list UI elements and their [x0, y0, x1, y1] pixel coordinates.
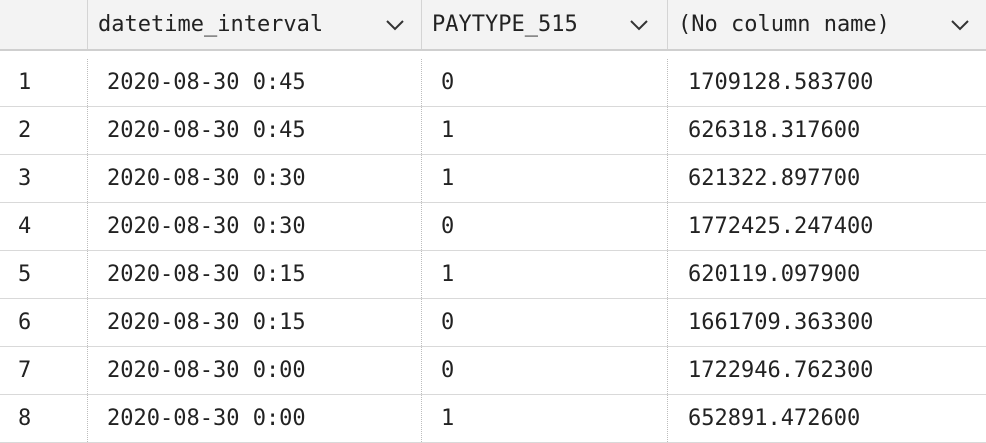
paytype-cell[interactable]: 1	[421, 251, 667, 298]
table-row[interactable]: 3 2020-08-30 0:30 1 621322.897700	[0, 155, 986, 203]
value-cell[interactable]: 626318.317600	[667, 107, 986, 154]
datetime-interval-cell[interactable]: 2020-08-30 0:30	[87, 203, 421, 250]
row-number-cell[interactable]: 3	[18, 166, 32, 191]
row-number-cell[interactable]: 2	[18, 118, 32, 143]
datetime-interval-cell[interactable]: 2020-08-30 0:15	[87, 251, 421, 298]
paytype-cell[interactable]: 0	[421, 299, 667, 346]
paytype-cell[interactable]: 0	[421, 59, 667, 106]
table-row[interactable]: 7 2020-08-30 0:00 0 1722946.762300	[0, 347, 986, 395]
chevron-down-icon[interactable]	[628, 14, 650, 36]
value-cell[interactable]: 1661709.363300	[667, 299, 986, 346]
datetime-interval-cell[interactable]: 2020-08-30 0:45	[87, 59, 421, 106]
row-number-cell[interactable]: 7	[18, 358, 32, 383]
table-row[interactable]: 8 2020-08-30 0:00 1 652891.472600	[0, 395, 986, 443]
column-header-datetime-interval[interactable]: datetime_interval	[87, 0, 421, 49]
chevron-down-icon[interactable]	[949, 14, 971, 36]
paytype-cell[interactable]: 0	[421, 203, 667, 250]
value-cell[interactable]: 1772425.247400	[667, 203, 986, 250]
table-row[interactable]: 1 2020-08-30 0:45 0 1709128.583700	[0, 59, 986, 107]
paytype-cell[interactable]: 1	[421, 107, 667, 154]
datetime-interval-cell[interactable]: 2020-08-30 0:00	[87, 395, 421, 442]
datetime-interval-cell[interactable]: 2020-08-30 0:30	[87, 155, 421, 202]
value-cell[interactable]: 1709128.583700	[667, 59, 986, 106]
row-number-header	[0, 0, 87, 49]
paytype-cell[interactable]: 0	[421, 347, 667, 394]
datetime-interval-cell[interactable]: 2020-08-30 0:00	[87, 347, 421, 394]
grid-header: datetime_interval PAYTYPE_515 (No column…	[0, 0, 986, 51]
value-cell[interactable]: 620119.097900	[667, 251, 986, 298]
column-header-paytype-515[interactable]: PAYTYPE_515	[421, 0, 667, 49]
column-header-label: PAYTYPE_515	[432, 12, 578, 37]
datetime-interval-cell[interactable]: 2020-08-30 0:15	[87, 299, 421, 346]
table-row[interactable]: 4 2020-08-30 0:30 0 1772425.247400	[0, 203, 986, 251]
value-cell[interactable]: 621322.897700	[667, 155, 986, 202]
table-row[interactable]: 2 2020-08-30 0:45 1 626318.317600	[0, 107, 986, 155]
paytype-cell[interactable]: 1	[421, 155, 667, 202]
table-row[interactable]: 5 2020-08-30 0:15 1 620119.097900	[0, 251, 986, 299]
table-row[interactable]: 6 2020-08-30 0:15 0 1661709.363300	[0, 299, 986, 347]
value-cell[interactable]: 652891.472600	[667, 395, 986, 442]
column-header-no-column-name[interactable]: (No column name)	[667, 0, 986, 49]
chevron-down-icon[interactable]	[384, 14, 406, 36]
row-number-cell[interactable]: 8	[18, 406, 32, 431]
value-cell[interactable]: 1722946.762300	[667, 347, 986, 394]
column-header-label: datetime_interval	[98, 12, 324, 37]
row-number-cell[interactable]: 1	[18, 70, 32, 95]
row-number-cell[interactable]: 6	[18, 310, 32, 335]
column-header-label: (No column name)	[678, 12, 890, 37]
row-number-cell[interactable]: 4	[18, 214, 32, 239]
datetime-interval-cell[interactable]: 2020-08-30 0:45	[87, 107, 421, 154]
row-number-cell[interactable]: 5	[18, 262, 32, 287]
paytype-cell[interactable]: 1	[421, 395, 667, 442]
